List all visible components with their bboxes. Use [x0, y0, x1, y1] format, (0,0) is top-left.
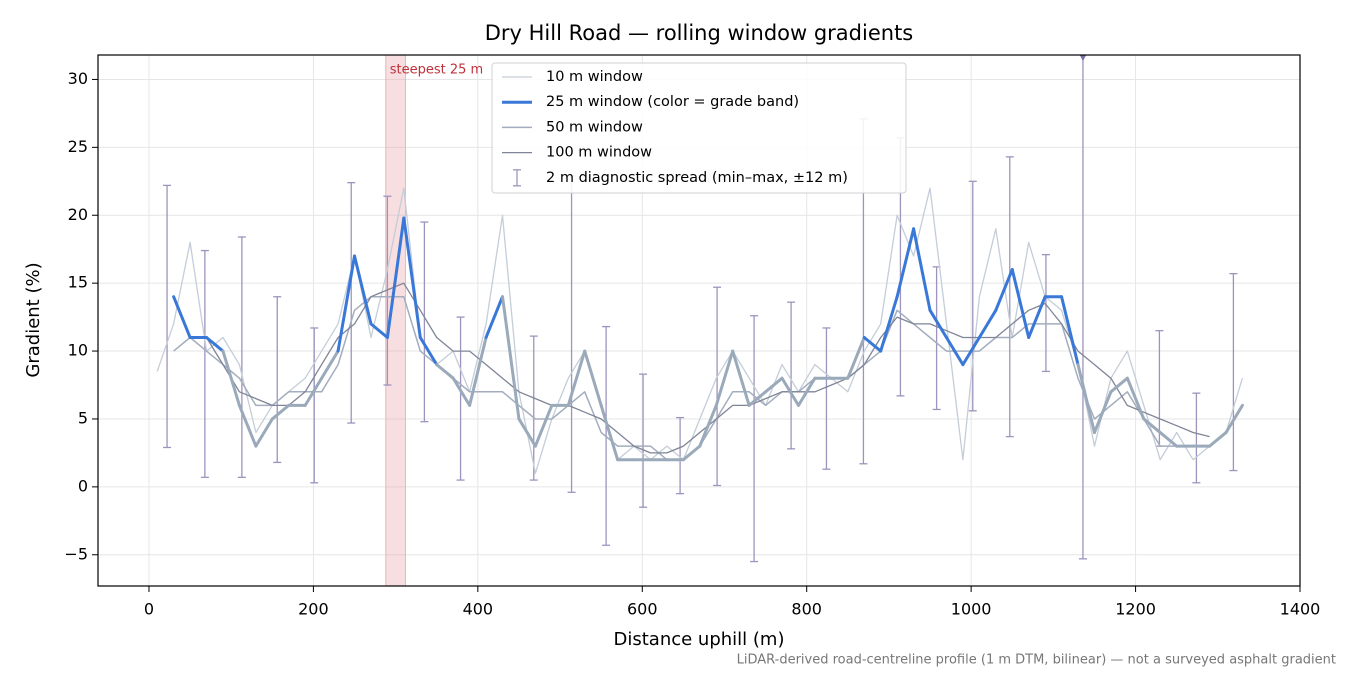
y-tick-label: 5 — [78, 408, 88, 427]
line-segment — [1158, 431, 1179, 448]
line-segment — [731, 349, 751, 407]
plot-frame — [97, 54, 1301, 587]
line-segment — [418, 335, 439, 367]
line-segment — [895, 227, 916, 299]
line-segment — [1125, 376, 1146, 421]
clip-marker — [1079, 55, 1087, 61]
line-segment — [961, 335, 981, 367]
legend-label: 10 m window — [546, 69, 643, 85]
line-segment — [912, 227, 932, 312]
line-segment — [517, 417, 537, 448]
line-segment — [780, 376, 800, 407]
y-tick-label: 0 — [78, 476, 88, 495]
line-segment — [714, 349, 735, 407]
line-segment — [336, 254, 357, 353]
x-tick-label: 1400 — [1280, 600, 1321, 619]
line-segment — [879, 295, 899, 353]
line-segment — [369, 322, 389, 339]
y-tick-label: 10 — [68, 341, 88, 360]
x-axis-label: Distance uphill (m) — [614, 629, 785, 650]
line-segment — [1109, 376, 1129, 394]
line-segment — [237, 403, 258, 448]
y-tick-label: 25 — [68, 137, 88, 156]
line-segment — [583, 349, 603, 407]
y-tick-label: 30 — [68, 69, 88, 88]
line-segment — [846, 335, 866, 380]
x-tick-label: 0 — [144, 600, 154, 619]
line-segment — [270, 403, 291, 421]
line-segment — [681, 444, 702, 462]
y-tick-label: 20 — [68, 205, 88, 224]
x-tick-label: 1000 — [951, 600, 992, 619]
line-segment — [599, 403, 620, 462]
line-segment — [796, 376, 817, 407]
x-tick-label: 800 — [791, 600, 822, 619]
line-segment — [353, 254, 373, 326]
line-segment — [764, 376, 784, 394]
x-tick-label: 1200 — [1115, 600, 1156, 619]
legend-label: 50 m window — [546, 119, 643, 135]
series-line — [156, 187, 1244, 474]
line-segment — [1208, 431, 1228, 448]
line-segment — [994, 268, 1014, 312]
line-segment — [221, 349, 241, 407]
line-segment — [1010, 268, 1031, 339]
line-segment — [1060, 295, 1080, 367]
line-segment — [501, 295, 521, 421]
highlight-label: steepest 25 m — [390, 63, 483, 78]
line-segment — [484, 295, 505, 339]
line-segment — [1076, 363, 1096, 435]
line-segment — [747, 390, 768, 407]
line-segment — [698, 403, 718, 448]
line-segment — [435, 363, 455, 380]
legend-label: 2 m diagnostic spread (min–max, ±12 m) — [546, 170, 848, 186]
legend-box — [491, 62, 907, 194]
line-segment — [1142, 417, 1162, 435]
line-segment — [451, 376, 472, 407]
line-segment — [1027, 295, 1047, 339]
line-segment — [468, 335, 488, 407]
line-segment — [303, 376, 324, 407]
line-segment — [862, 335, 883, 353]
line-segment — [533, 403, 554, 448]
legend: 10 m window 25 m window (color = grade ba… — [491, 62, 907, 194]
highlight-band — [385, 55, 406, 586]
line-segment — [977, 308, 998, 339]
line-segment — [205, 335, 225, 353]
legend-label: 100 m window — [546, 145, 652, 161]
plot-layer: steepest 25 m — [156, 55, 1244, 586]
legend-label: 25 m window (color = grade band) — [546, 94, 799, 110]
line-segment — [1224, 403, 1244, 435]
y-tick-label: 15 — [68, 273, 88, 292]
x-tick-label: 600 — [627, 600, 658, 619]
y-tick-label: −5 — [64, 544, 88, 563]
line-segment — [172, 295, 192, 339]
line-segment — [385, 216, 406, 339]
x-tick-label: 400 — [463, 600, 494, 619]
line-segment — [566, 349, 587, 407]
line-segment — [402, 216, 422, 339]
y-axis-label: Gradient (%) — [23, 262, 44, 377]
line-segment — [254, 417, 274, 448]
chart-title: Dry Hill Road — rolling window gradients — [485, 21, 914, 45]
line-segment — [928, 308, 948, 339]
line-segment — [320, 349, 340, 380]
footnote: LiDAR-derived road-centreline profile (1… — [737, 653, 1336, 668]
line-segment — [944, 335, 965, 367]
x-tick-label: 200 — [298, 600, 329, 619]
line-segment — [1092, 390, 1113, 435]
